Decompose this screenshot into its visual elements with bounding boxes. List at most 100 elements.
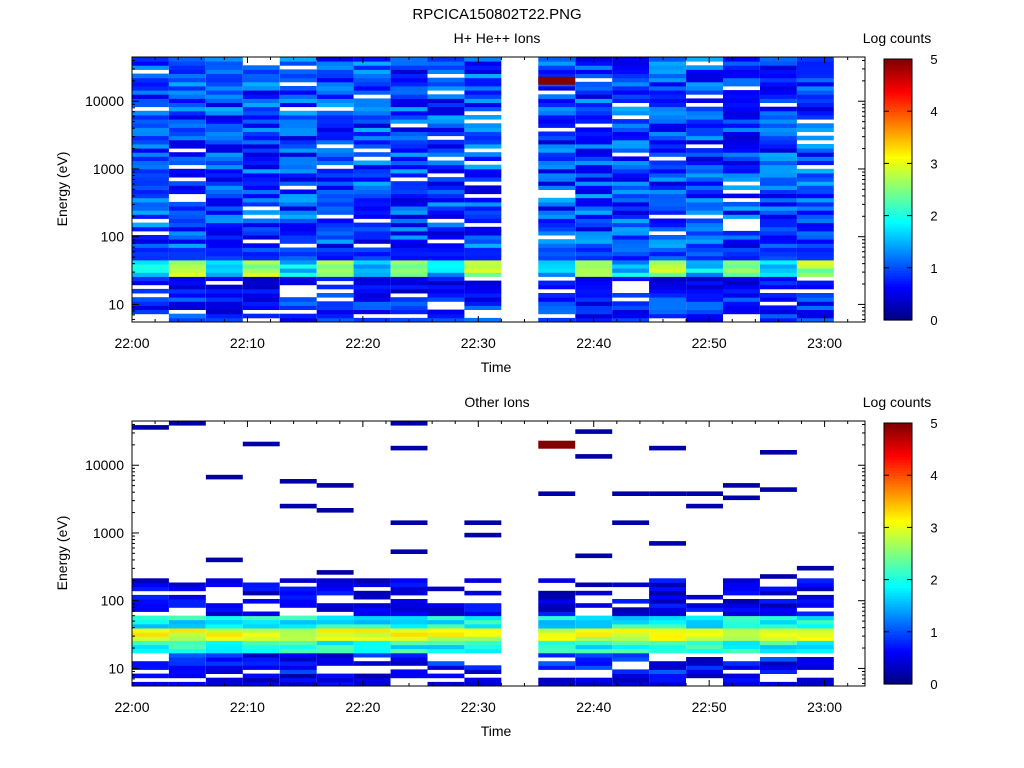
- heatmap-cell: [205, 615, 243, 621]
- heatmap-cell: [279, 636, 317, 641]
- heatmap-cell: [686, 603, 723, 608]
- heatmap-cell: [760, 115, 797, 120]
- colorbar-step: [884, 87, 912, 91]
- colorbar-step: [884, 202, 912, 206]
- heatmap-cell: [427, 268, 465, 273]
- heatmap-cell: [390, 160, 428, 166]
- heatmap-cell: [612, 313, 650, 319]
- heatmap-cell: [464, 115, 502, 120]
- heatmap-cell: [723, 123, 760, 128]
- y-tick-label: 10000: [85, 457, 124, 473]
- colorbar-step: [884, 668, 912, 672]
- heatmap-cell: [649, 235, 686, 240]
- heatmap-cell: [796, 305, 834, 310]
- heatmap-cell: [760, 177, 797, 182]
- colorbar-step: [884, 626, 912, 630]
- heatmap-cell: [464, 90, 502, 95]
- heatmap-cell: [649, 206, 686, 211]
- heatmap-cell: [242, 131, 280, 137]
- colorbar-step: [884, 288, 912, 292]
- heatmap-cell: [427, 636, 465, 641]
- colorbar-step: [884, 103, 912, 107]
- colorbar-step: [884, 181, 912, 185]
- heatmap-cell: [242, 81, 280, 87]
- heatmap-cell: [760, 119, 797, 124]
- heatmap-cell: [796, 677, 834, 683]
- colorbar-step: [884, 597, 912, 602]
- colorbar-step: [884, 574, 912, 578]
- heatmap-cell: [575, 235, 613, 240]
- heatmap-cell: [242, 185, 280, 190]
- heatmap-cell: [649, 491, 686, 496]
- heatmap-cell: [242, 189, 280, 195]
- heatmap-cell: [686, 264, 723, 269]
- heatmap-cell: [760, 210, 797, 215]
- heatmap-cell: [390, 168, 428, 174]
- heatmap-cell: [575, 86, 613, 91]
- heatmap-cell: [464, 131, 502, 137]
- heatmap-cell: [279, 615, 317, 621]
- colorbar-step: [884, 503, 912, 508]
- x-axis-label: Time: [481, 359, 512, 375]
- heatmap-cell: [168, 255, 206, 261]
- heatmap-cell: [168, 259, 206, 265]
- heatmap-cell: [279, 144, 317, 149]
- y-tick-label: 10: [108, 660, 124, 676]
- heatmap-cell: [464, 73, 502, 79]
- heatmap-cell: [427, 665, 465, 670]
- heatmap-cell: [353, 636, 391, 641]
- colorbar-step: [884, 660, 912, 664]
- heatmap-cell: [538, 681, 576, 687]
- colorbar-step: [884, 139, 912, 144]
- heatmap-cell: [686, 77, 723, 83]
- heatmap-cell: [205, 657, 243, 662]
- heatmap-cell: [575, 280, 613, 286]
- colorbar-step: [884, 168, 912, 172]
- heatmap-cell: [353, 615, 391, 621]
- heatmap-cell: [796, 623, 834, 629]
- heatmap-cell: [649, 119, 686, 124]
- colorbar-step: [884, 509, 912, 513]
- heatmap-cell: [427, 288, 465, 294]
- colorbar-step: [884, 121, 912, 125]
- heatmap-cell: [316, 284, 354, 290]
- heatmap-cell: [686, 106, 723, 112]
- heatmap-cell: [464, 81, 502, 87]
- heatmap-cell: [205, 235, 243, 240]
- heatmap-cell: [427, 243, 465, 248]
- heatmap-cell: [427, 139, 465, 145]
- heatmap-cell: [390, 115, 428, 120]
- heatmap-cell: [686, 235, 723, 240]
- colorbar-step: [884, 561, 912, 565]
- heatmap-cell: [132, 135, 169, 141]
- heatmap-cell: [760, 239, 797, 244]
- heatmap-cell: [205, 288, 243, 294]
- heatmap-cell: [649, 247, 686, 253]
- heatmap-cell: [612, 98, 650, 103]
- colorbar-step: [884, 129, 912, 133]
- heatmap-cell: [796, 268, 834, 273]
- heatmap-cell: [390, 247, 428, 253]
- heatmap-cell: [279, 152, 317, 157]
- heatmap-cell: [168, 119, 206, 124]
- heatmap-cell: [390, 210, 428, 215]
- heatmap-cell: [612, 218, 650, 224]
- colorbar-step: [884, 254, 912, 258]
- heatmap-cell: [649, 661, 686, 666]
- heatmap-cell: [390, 222, 428, 228]
- heatmap-cell: [390, 661, 428, 666]
- heatmap-cell: [538, 110, 576, 116]
- heatmap-cell: [723, 590, 760, 596]
- heatmap-cell: [796, 644, 834, 650]
- heatmap-cell: [353, 222, 391, 228]
- heatmap-cell: [279, 681, 317, 687]
- heatmap-cell: [796, 160, 834, 166]
- colorbar-step: [884, 582, 912, 586]
- heatmap-cell: [316, 623, 354, 629]
- heatmap-cell: [760, 77, 797, 83]
- colorbar-step: [884, 291, 912, 295]
- colorbar-step: [884, 454, 912, 458]
- colorbar-step: [884, 241, 912, 245]
- heatmap-cell: [723, 139, 760, 145]
- heatmap-cell: [538, 65, 576, 70]
